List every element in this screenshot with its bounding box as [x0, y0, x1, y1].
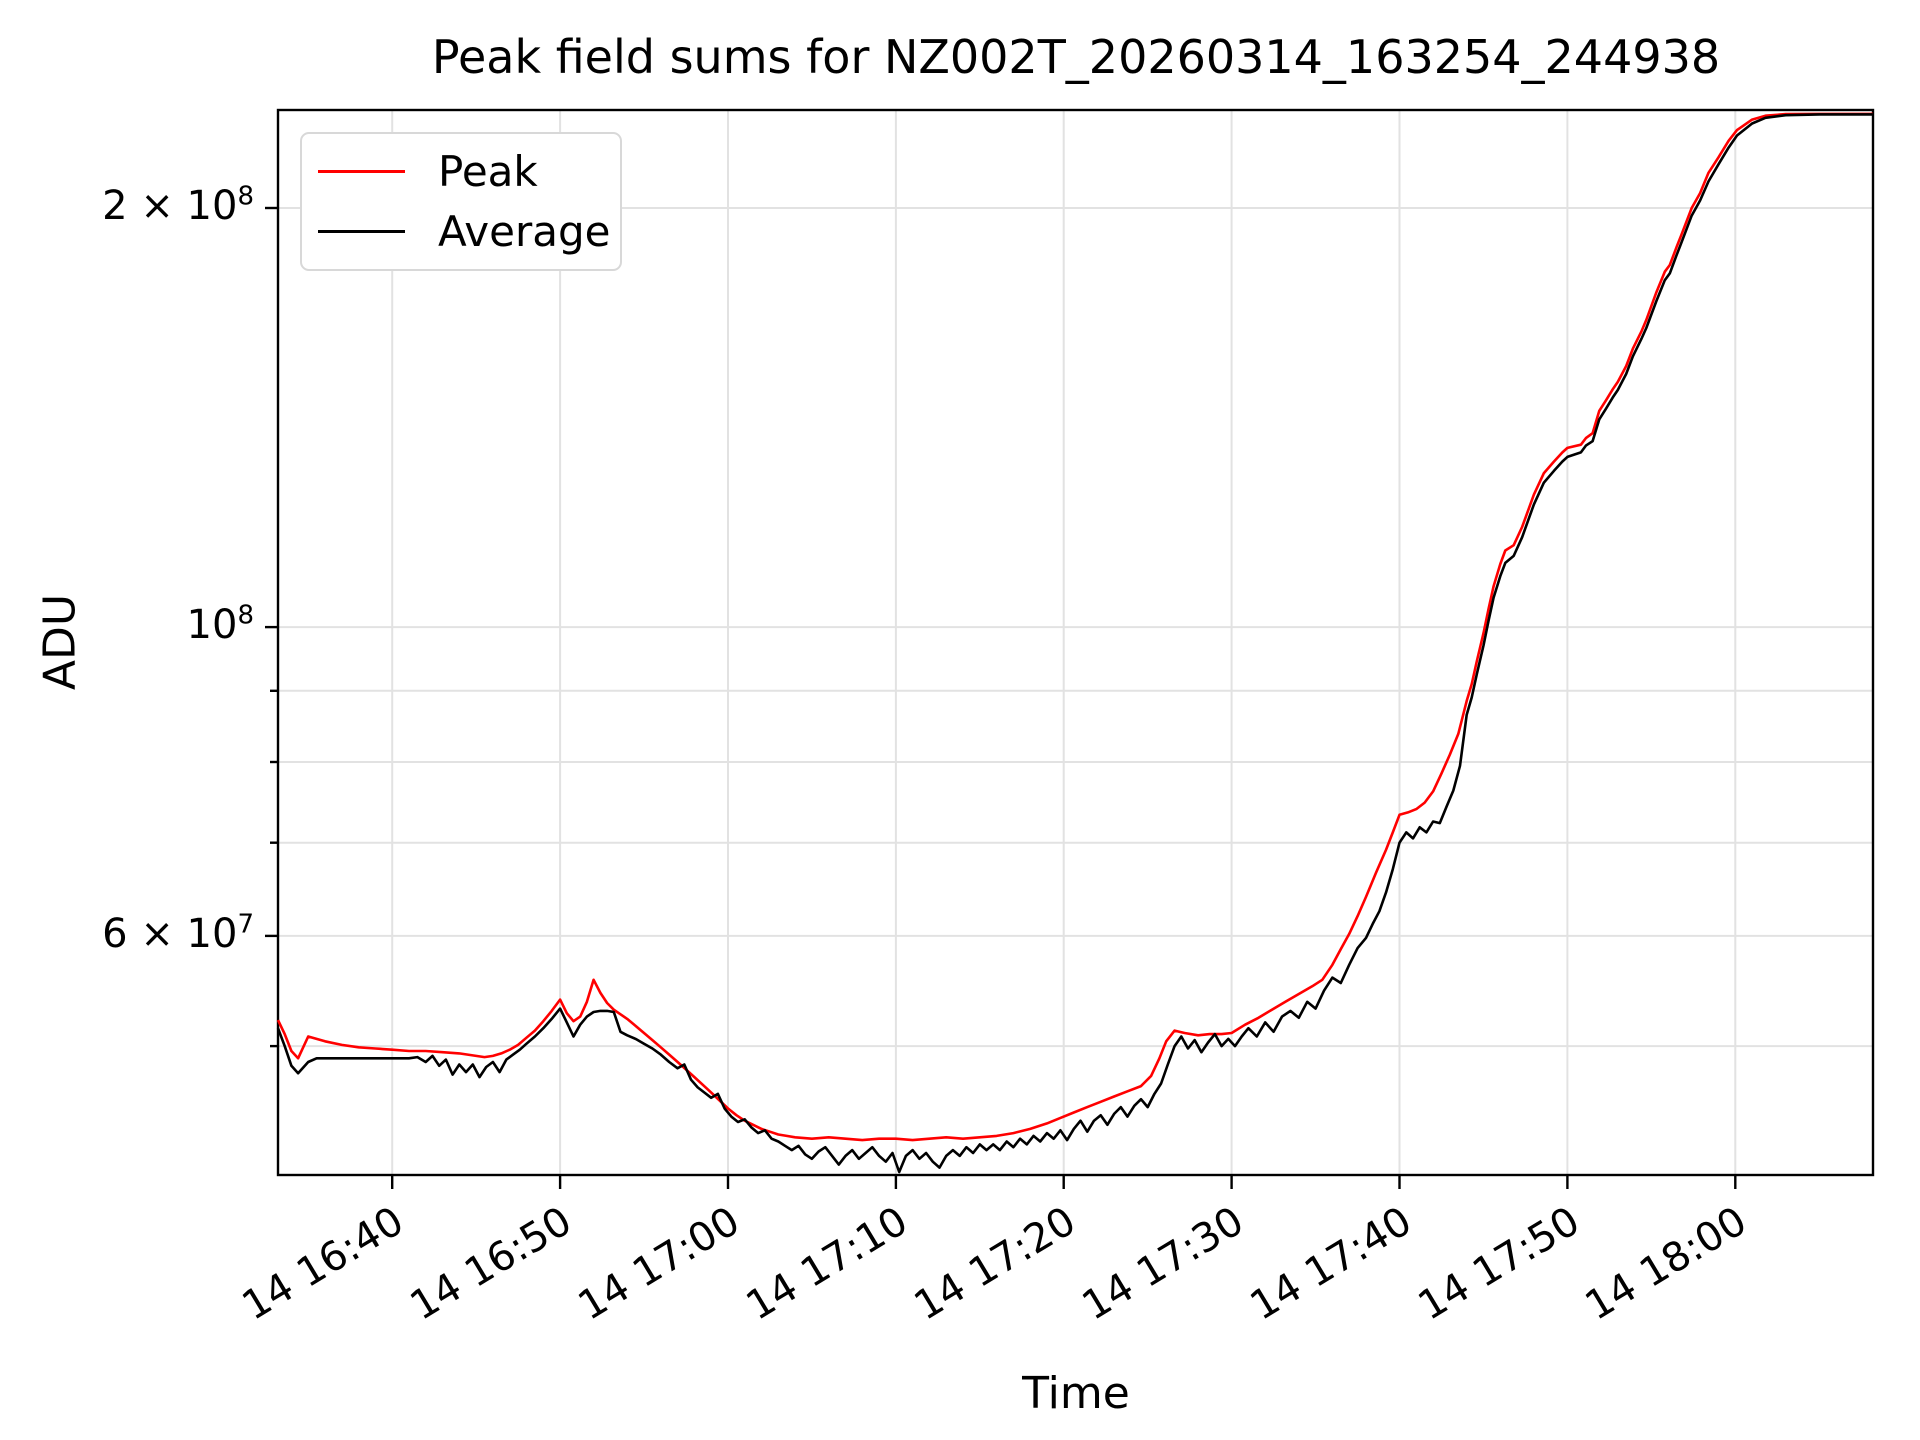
series-line-peak	[276, 112, 1873, 1142]
y-tick-label: 2 × 108	[102, 181, 254, 229]
legend-label-average: Average	[438, 206, 611, 256]
gridlines	[278, 110, 1873, 1175]
chart-title: Peak field sums for NZ002T_20260314_1632…	[431, 30, 1721, 84]
legend-item-average: Average	[318, 206, 620, 256]
y-tick-label: 108	[186, 600, 254, 649]
y-tick-label: 6 × 107	[102, 909, 254, 957]
plot-border	[276, 108, 1875, 1177]
legend-label-peak: Peak	[438, 146, 538, 196]
legend-line-sample-average	[318, 230, 405, 233]
axis-tick-marks	[265, 206, 1737, 1189]
series-lines	[276, 112, 1873, 1174]
x-axis-label: Time	[1022, 1368, 1130, 1419]
legend-item-peak: Peak	[318, 146, 620, 196]
series-line-average	[276, 113, 1873, 1174]
legend-line-sample-peak	[318, 170, 405, 173]
legend: Peak Average	[300, 132, 622, 271]
y-axis-label: ADU	[34, 593, 86, 691]
